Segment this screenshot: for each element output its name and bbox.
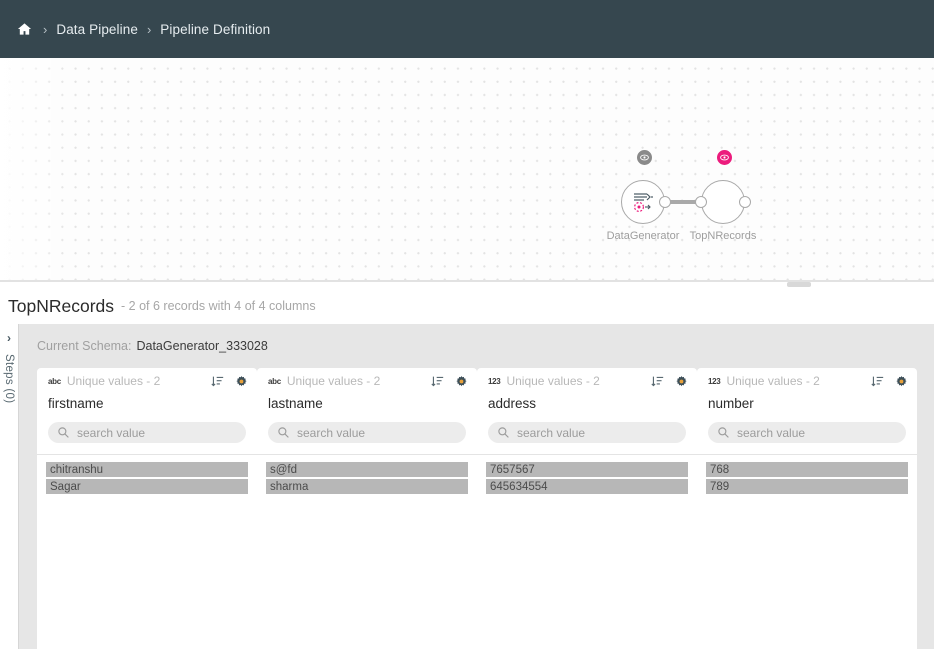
column-type-icon: 123 xyxy=(708,376,721,386)
value-text: 645634554 xyxy=(490,480,548,493)
column-name: lastname xyxy=(268,396,323,411)
datagenerator-preview-badge[interactable] xyxy=(637,150,652,165)
pipeline-canvas[interactable]: DataGenerator TopNRecords xyxy=(0,58,934,281)
value-row[interactable]: 789 xyxy=(706,479,908,494)
search-placeholder: search value xyxy=(517,425,586,440)
page-title: TopNRecords xyxy=(8,295,115,316)
value-list: 768 789 xyxy=(697,455,917,494)
value-text: chitranshu xyxy=(50,463,104,476)
value-text: Sagar xyxy=(50,480,81,493)
card-divider xyxy=(37,454,257,455)
current-schema-bar: Current Schema: DataGenerator_333028 xyxy=(19,324,934,368)
steps-sidebar[interactable]: › Steps (0) xyxy=(0,324,19,649)
eye-icon xyxy=(720,154,729,161)
unique-values-label: Unique values - 2 xyxy=(506,374,600,388)
topnrecords-node-label: TopNRecords xyxy=(689,230,757,242)
topnrecords-input-port[interactable] xyxy=(695,196,707,208)
breadcrumb-separator-1: › xyxy=(43,21,48,37)
column-card-header: 123 Unique values - 2 xyxy=(697,368,917,394)
splitter-drag-handle[interactable] xyxy=(787,282,811,287)
steps-expand-chevron-icon[interactable]: › xyxy=(7,331,11,345)
value-row[interactable]: chitranshu xyxy=(46,462,248,477)
value-text: 789 xyxy=(710,480,730,493)
search-input[interactable]: search value xyxy=(708,422,906,443)
gear-icon[interactable] xyxy=(455,375,468,388)
datagenerator-output-port[interactable] xyxy=(659,196,671,208)
search-placeholder: search value xyxy=(737,425,806,440)
column-name: firstname xyxy=(48,396,104,411)
value-text: s@fd xyxy=(270,463,298,476)
value-row[interactable]: 645634554 xyxy=(486,479,688,494)
breadcrumb-item-data-pipeline[interactable]: Data Pipeline xyxy=(56,21,138,37)
search-icon xyxy=(58,427,69,438)
column-name: address xyxy=(488,396,537,411)
datagenerator-node-label: DataGenerator xyxy=(606,230,680,242)
pipeline-node-datagenerator[interactable]: DataGenerator xyxy=(607,150,679,242)
data-generator-icon xyxy=(633,193,653,213)
column-card[interactable]: 123 Unique values - 2 address xyxy=(477,368,697,649)
current-schema-label: Current Schema: xyxy=(37,339,132,353)
topnrecords-output-port[interactable] xyxy=(739,196,751,208)
gear-icon[interactable] xyxy=(675,375,688,388)
data-panel: Current Schema: DataGenerator_333028 abc… xyxy=(19,324,934,649)
pipeline-node-topnrecords[interactable]: TopNRecords xyxy=(690,150,756,242)
search-input[interactable]: search value xyxy=(488,422,686,443)
value-row[interactable]: 7657567 xyxy=(486,462,688,477)
value-list: s@fd sharma xyxy=(257,455,477,494)
topnrecords-node-circle[interactable] xyxy=(701,180,745,224)
panel-splitter[interactable] xyxy=(0,280,934,287)
search-input[interactable]: search value xyxy=(268,422,466,443)
value-row[interactable]: 768 xyxy=(706,462,908,477)
card-divider xyxy=(257,454,477,455)
unique-values-label: Unique values - 2 xyxy=(66,374,161,388)
eye-icon xyxy=(640,154,649,161)
column-name: number xyxy=(708,396,754,411)
unique-values-label: Unique values - 2 xyxy=(726,374,820,388)
sort-icon[interactable] xyxy=(431,375,444,388)
value-list: 7657567 645634554 xyxy=(477,455,697,494)
search-icon xyxy=(718,427,729,438)
home-icon[interactable] xyxy=(14,20,34,38)
column-type-icon: abc xyxy=(48,376,61,386)
column-card-header: abc Unique values - 2 xyxy=(37,368,257,394)
search-placeholder: search value xyxy=(297,425,366,440)
value-list: chitranshu Sagar xyxy=(37,455,257,494)
sort-icon[interactable] xyxy=(211,375,224,388)
value-row[interactable]: Sagar xyxy=(46,479,248,494)
search-placeholder: search value xyxy=(77,425,146,440)
search-icon xyxy=(498,427,509,438)
record-count-summary: - 2 of 6 records with 4 of 4 columns xyxy=(121,299,316,313)
search-icon xyxy=(278,427,289,438)
card-divider xyxy=(697,454,917,455)
breadcrumb-separator-2: › xyxy=(146,21,152,37)
unique-values-label: Unique values - 2 xyxy=(286,374,381,388)
breadcrumb-item-pipeline-definition[interactable]: Pipeline Definition xyxy=(160,21,271,37)
breadcrumb: › Data Pipeline › Pipeline Definition xyxy=(14,20,270,38)
topnrecords-preview-badge[interactable] xyxy=(717,150,732,165)
column-card[interactable]: abc Unique values - 2 lastname xyxy=(257,368,477,649)
current-schema-value[interactable]: DataGenerator_333028 xyxy=(136,339,268,353)
value-text: sharma xyxy=(270,480,309,493)
sort-icon[interactable] xyxy=(871,375,884,388)
value-text: 7657567 xyxy=(490,463,535,476)
column-type-icon: abc xyxy=(268,376,281,386)
steps-sidebar-label: Steps (0) xyxy=(3,354,15,404)
column-card-header: abc Unique values - 2 xyxy=(257,368,477,394)
card-divider xyxy=(477,454,697,455)
sort-icon[interactable] xyxy=(651,375,664,388)
search-input[interactable]: search value xyxy=(48,422,246,443)
gear-icon[interactable] xyxy=(895,375,908,388)
column-type-icon: 123 xyxy=(488,376,501,386)
top-header-bar: › Data Pipeline › Pipeline Definition xyxy=(0,0,934,58)
result-header: TopNRecords - 2 of 6 records with 4 of 4… xyxy=(0,288,934,324)
column-card-header: 123 Unique values - 2 xyxy=(477,368,697,394)
value-row[interactable]: s@fd xyxy=(266,462,468,477)
column-card[interactable]: abc Unique values - 2 firstname xyxy=(37,368,257,649)
value-text: 768 xyxy=(710,463,730,476)
column-card[interactable]: 123 Unique values - 2 number xyxy=(697,368,917,649)
value-row[interactable]: sharma xyxy=(266,479,468,494)
gear-icon[interactable] xyxy=(235,375,248,388)
pipeline-edge xyxy=(665,200,705,204)
column-cards-container: abc Unique values - 2 firstname xyxy=(19,368,934,649)
